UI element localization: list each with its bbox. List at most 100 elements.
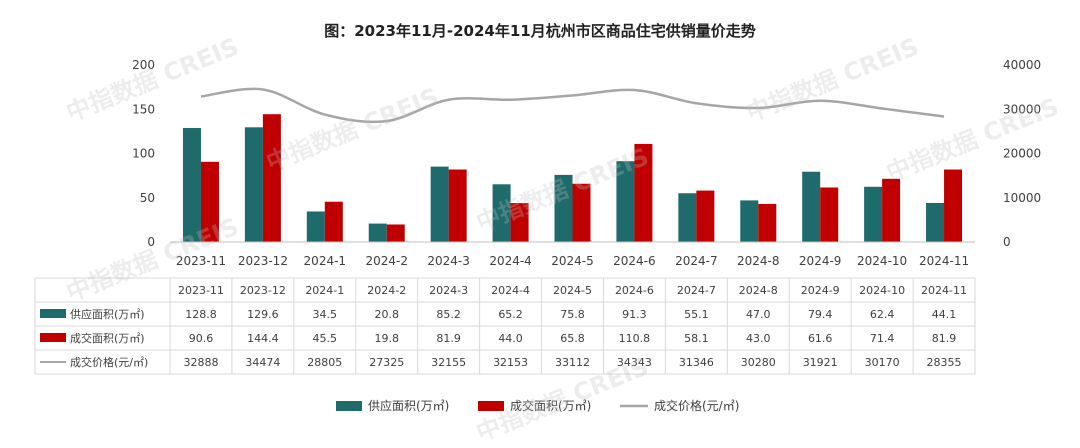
- table-header-cell: 2023-12: [240, 284, 286, 297]
- sales-bar: [386, 224, 405, 242]
- x-tick-label: 2024-4: [489, 254, 532, 268]
- table-header-cell: 2024-4: [491, 284, 530, 297]
- sales-bar: [820, 187, 839, 242]
- table-header-cell: 2024-10: [859, 284, 905, 297]
- y-left-tick-label: 0: [147, 235, 155, 249]
- price-table-value: 34474: [245, 356, 280, 369]
- supply-table-value: 55.1: [684, 308, 709, 321]
- supply-bar: [616, 161, 635, 242]
- x-tick-label: 2024-2: [365, 254, 408, 268]
- sales-table-value: 58.1: [684, 332, 709, 345]
- sales-table-legend-swatch: [40, 333, 66, 342]
- x-tick-label: 2024-9: [799, 254, 842, 268]
- supply-table-value: 128.8: [185, 308, 217, 321]
- y-left-tick-label: 50: [140, 191, 155, 205]
- supply-table-value: 65.2: [498, 308, 523, 321]
- sales-bar: [634, 143, 653, 242]
- x-tick-label: 2024-5: [551, 254, 594, 268]
- sales-bar: [944, 169, 963, 242]
- y-right-tick-label: 0: [1003, 235, 1011, 249]
- x-tick-label: 2023-12: [238, 254, 288, 268]
- table-header-cell: 2024-5: [553, 284, 592, 297]
- supply-bar: [182, 128, 201, 242]
- supply-bar: [678, 193, 697, 242]
- x-tick-label: 2024-10: [857, 254, 907, 268]
- price-table-value: 27325: [369, 356, 404, 369]
- supply-table-value: 62.4: [870, 308, 895, 321]
- price-table-value: 30280: [741, 356, 776, 369]
- price-table-value: 30170: [865, 356, 900, 369]
- y-left-tick-label: 100: [132, 147, 155, 161]
- price-line: [200, 87, 945, 124]
- sales-table-value: 81.9: [932, 332, 957, 345]
- supply-table-value: 79.4: [808, 308, 833, 321]
- x-tick-label: 2024-7: [675, 254, 718, 268]
- sales-bar: [200, 161, 219, 242]
- sales-table-value: 19.8: [374, 332, 399, 345]
- sales-table-value: 71.4: [870, 332, 895, 345]
- supply-bar: [864, 186, 883, 242]
- table-header-cell: 2024-7: [677, 284, 716, 297]
- sales-bar: [262, 114, 281, 242]
- legend-label-supply: 供应面积(万㎡): [368, 398, 449, 413]
- table-header-cell: 2024-6: [615, 284, 654, 297]
- y-right-tick-label: 20000: [1003, 147, 1041, 161]
- sales-bar: [882, 178, 901, 242]
- supply-bar: [244, 127, 263, 242]
- y-left-tick-label: 150: [132, 102, 155, 116]
- price-table-value: 32153: [493, 356, 528, 369]
- x-tick-label: 2024-11: [919, 254, 969, 268]
- legend-label-sales: 成交面积(万㎡): [510, 398, 591, 413]
- supply-bar: [368, 223, 387, 242]
- y-right-tick-label: 30000: [1003, 102, 1041, 116]
- price-table-series-name: 成交价格(元/㎡): [70, 355, 148, 369]
- legend-swatch-sales: [478, 401, 504, 411]
- sales-bar: [324, 201, 343, 242]
- sales-table-value: 43.0: [746, 332, 771, 345]
- price-table-value: 33112: [555, 356, 590, 369]
- table-header-cell: 2024-11: [921, 284, 967, 297]
- x-tick-label: 2023-11: [176, 254, 226, 268]
- price-table-value: 31921: [803, 356, 838, 369]
- sales-table-value: 81.9: [436, 332, 461, 345]
- supply-table-value: 75.8: [560, 308, 585, 321]
- supply-table-value: 91.3: [622, 308, 647, 321]
- x-tick-label: 2024-3: [427, 254, 470, 268]
- sales-table-series-name: 成交面积(万㎡): [70, 331, 145, 345]
- price-table-value: 28355: [927, 356, 962, 369]
- sales-bar: [572, 183, 591, 242]
- table-header-cell: 2024-3: [429, 284, 468, 297]
- sales-table-value: 90.6: [189, 332, 214, 345]
- x-tick-label: 2024-1: [304, 254, 347, 268]
- supply-bar: [802, 171, 821, 242]
- sales-table-value: 110.8: [619, 332, 651, 345]
- supply-bar: [306, 211, 325, 242]
- sales-bar: [510, 203, 529, 242]
- supply-bar: [492, 184, 511, 242]
- supply-table-value: 47.0: [746, 308, 771, 321]
- legend-swatch-supply: [336, 401, 362, 411]
- supply-table-value: 44.1: [932, 308, 957, 321]
- y-right-tick-label: 10000: [1003, 191, 1041, 205]
- supply-bar: [430, 166, 449, 242]
- supply-table-value: 34.5: [313, 308, 338, 321]
- table-header-cell: 2024-8: [739, 284, 778, 297]
- supply-table-legend-swatch: [40, 309, 66, 318]
- sales-table-value: 144.4: [247, 332, 279, 345]
- price-table-value: 32155: [431, 356, 466, 369]
- supply-bar: [740, 200, 759, 242]
- y-right-tick-label: 40000: [1003, 58, 1041, 72]
- sales-bar: [758, 203, 777, 242]
- sales-bar: [696, 190, 715, 242]
- price-table-value: 31346: [679, 356, 714, 369]
- supply-table-value: 129.6: [247, 308, 279, 321]
- table-header-cell: 2024-9: [801, 284, 840, 297]
- chart-title: 图：2023年11月-2024年11月杭州市区商品住宅供销量价走势: [324, 22, 756, 40]
- sales-table-value: 44.0: [498, 332, 523, 345]
- price-table-value: 28805: [307, 356, 342, 369]
- price-table-value: 34343: [617, 356, 652, 369]
- supply-bar: [554, 174, 573, 242]
- x-tick-label: 2024-6: [613, 254, 656, 268]
